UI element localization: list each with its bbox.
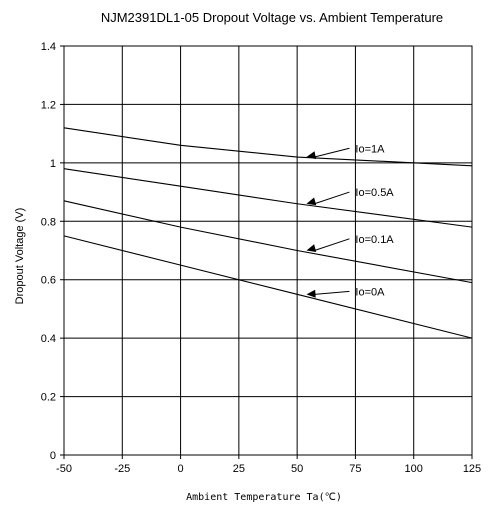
chart-title: NJM2391DL1-05 Dropout Voltage vs. Ambien…	[101, 10, 443, 25]
x-axis-label: Ambient Temperature Ta(℃)	[186, 492, 342, 503]
y-tick-label: 0.2	[41, 392, 56, 404]
x-tick-label: 100	[405, 463, 423, 475]
y-tick-label: 1	[50, 158, 56, 170]
x-tick-label: -50	[56, 463, 72, 475]
y-tick-label: 0	[50, 450, 56, 462]
annotation-arrowhead	[306, 244, 317, 252]
annotation-arrow-line	[314, 191, 350, 205]
series-line	[63, 200, 473, 284]
series-label: Io=0.5A	[355, 187, 394, 199]
grid	[60, 45, 473, 459]
y-axis-label: Dropout Voltage (V)	[14, 208, 26, 305]
series-line	[63, 235, 473, 339]
y-tick-label: 1.2	[41, 99, 56, 111]
y-tick-label: 0.8	[41, 216, 56, 228]
x-tick-label: -25	[114, 463, 130, 475]
annotation-arrowhead	[306, 289, 316, 298]
series-line	[63, 127, 473, 167]
series-line	[63, 168, 473, 228]
series-layer: Io=1A Io=0.5A Io=0.1A Io=0A	[63, 127, 473, 339]
series-label: Io=0A	[355, 286, 385, 298]
x-tick-label: 125	[463, 463, 481, 475]
annotation-arrowhead	[306, 151, 317, 160]
series-label: Io=1A	[355, 143, 385, 155]
plot-frame	[63, 45, 473, 456]
annotation-arrowhead	[306, 197, 317, 206]
series-label: Io=0.1A	[355, 234, 394, 246]
y-tick-label: 1.4	[41, 41, 56, 53]
x-tick-label: 25	[233, 463, 245, 475]
tick-labels: -50 -25 0 25 50 75 100 125 0 0.2 0.4 0.6 0.8 1 1.2 1.4	[41, 41, 481, 475]
y-tick-label: 0.4	[41, 333, 56, 345]
y-tick-label: 0.6	[41, 275, 56, 287]
x-tick-label: 50	[291, 463, 303, 475]
x-tick-label: 75	[349, 463, 361, 475]
annotation-arrow-line	[314, 238, 350, 251]
annotation-arrow-line	[314, 290, 350, 295]
annotation-arrow-line	[314, 147, 350, 158]
x-tick-label: 0	[178, 463, 184, 475]
